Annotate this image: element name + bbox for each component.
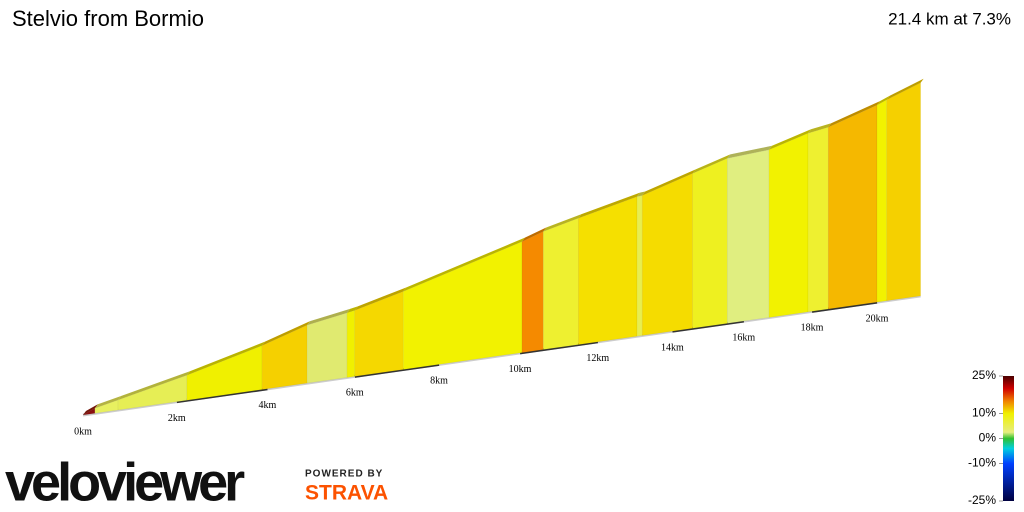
profile-segment bbox=[346, 309, 356, 378]
profile-top-shade bbox=[347, 306, 358, 313]
x-tick-label: 10km bbox=[509, 364, 532, 375]
profile-top-shade bbox=[118, 371, 190, 401]
profile-segment bbox=[543, 217, 579, 350]
profile-top-shade bbox=[636, 191, 646, 197]
profile-segment bbox=[641, 172, 693, 336]
profile-segment bbox=[768, 132, 809, 318]
profile-top bbox=[692, 154, 731, 174]
x-tick-label: 16km bbox=[732, 332, 755, 343]
profile-top bbox=[727, 145, 773, 159]
x-tick-label: 12km bbox=[586, 353, 609, 364]
profile-top-shade bbox=[521, 227, 547, 242]
colorbar-label: 25% bbox=[972, 368, 996, 382]
powered-by: POWERED BY bbox=[305, 469, 383, 480]
profile-segment bbox=[807, 126, 829, 313]
profile-top bbox=[828, 101, 880, 128]
chart-title: Stelvio from Bormio bbox=[12, 6, 204, 31]
colorbar-label: -25% bbox=[968, 493, 996, 507]
profile-segment bbox=[636, 195, 643, 337]
x-tick-label: 14km bbox=[661, 342, 684, 353]
profile-top-shade bbox=[886, 78, 924, 100]
profile-top bbox=[769, 129, 811, 150]
profile-segment bbox=[521, 231, 544, 353]
colorbar-label: -10% bbox=[968, 456, 996, 470]
profile-top-shade bbox=[727, 145, 773, 159]
x-tick-label: 18km bbox=[801, 323, 824, 334]
profile-top-shade bbox=[83, 404, 98, 415]
profile-top-shade bbox=[642, 169, 696, 196]
profile-segment bbox=[117, 374, 188, 411]
profile-top-shade bbox=[769, 129, 811, 150]
profile-top bbox=[636, 191, 646, 197]
logo: veloviewer bbox=[5, 452, 245, 512]
profile-top bbox=[354, 287, 407, 311]
profile-top bbox=[642, 169, 696, 196]
profile-top bbox=[94, 396, 122, 409]
profile-segment bbox=[578, 196, 638, 345]
colorbar-label: 0% bbox=[979, 431, 997, 445]
partner-logo: STRAVA bbox=[305, 482, 388, 505]
profile-top-shade bbox=[403, 237, 525, 292]
colorbar bbox=[1003, 376, 1014, 501]
x-tick-label: 8km bbox=[430, 376, 448, 387]
profile-segment bbox=[886, 82, 921, 301]
profile-top-shade bbox=[828, 101, 880, 128]
profile-top-shade bbox=[692, 154, 731, 174]
profile-segment bbox=[827, 104, 878, 310]
profile-top bbox=[186, 341, 266, 376]
profile-top-shade bbox=[186, 341, 266, 376]
profile-top-shade bbox=[543, 214, 582, 232]
profile-top-shade bbox=[354, 287, 407, 311]
profile-top-shade bbox=[877, 95, 890, 106]
profile-top bbox=[403, 237, 525, 292]
profile-top-shade bbox=[94, 396, 122, 409]
profile-top bbox=[262, 321, 311, 346]
profile-segment bbox=[692, 158, 728, 329]
profile-top bbox=[578, 192, 640, 219]
x-tick-label: 2km bbox=[168, 413, 186, 424]
profile-top bbox=[118, 371, 190, 401]
x-tick-label: 6km bbox=[346, 388, 364, 399]
x-tick-label: 20km bbox=[866, 313, 889, 324]
ruler-segment bbox=[811, 300, 878, 313]
profile-segment bbox=[876, 99, 888, 303]
profile-top bbox=[807, 123, 832, 134]
x-tick-label: 4km bbox=[259, 400, 277, 411]
x-tick-label: 0km bbox=[74, 426, 92, 437]
profile-top bbox=[543, 214, 582, 232]
profile-top-shade bbox=[807, 123, 832, 134]
profile-top-shade bbox=[262, 321, 311, 346]
profile-segment bbox=[727, 149, 770, 324]
profile-segment bbox=[402, 241, 523, 370]
profile-top bbox=[877, 95, 890, 106]
profile-segment bbox=[306, 312, 348, 384]
profile-top bbox=[886, 78, 924, 100]
profile-top-shade bbox=[307, 308, 351, 326]
profile-top-shade bbox=[578, 192, 640, 219]
chart-subtitle: 21.4 km at 7.3% bbox=[888, 9, 1011, 28]
profile-top bbox=[83, 404, 98, 415]
profile-top bbox=[521, 227, 547, 242]
profile-top bbox=[307, 308, 351, 326]
colorbar-label: 10% bbox=[972, 406, 996, 420]
profile-segment bbox=[354, 291, 404, 377]
profile-top bbox=[347, 306, 358, 313]
